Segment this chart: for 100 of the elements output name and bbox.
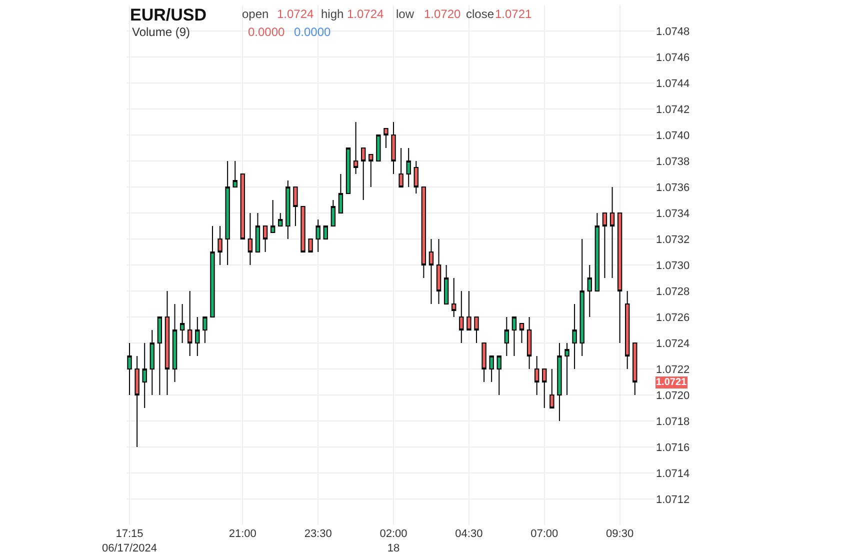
y-tick-label: 1.0718 (656, 416, 690, 428)
annotation: 1.0720 (424, 7, 462, 21)
x-tick-label: 07:00 (530, 528, 558, 540)
annotation: open (242, 7, 269, 21)
candlestick (519, 323, 524, 344)
y-tick-label: 1.0734 (656, 208, 690, 220)
candlestick (188, 290, 192, 356)
candlestick (134, 356, 140, 448)
candlestick (286, 180, 290, 240)
candlestick (157, 316, 162, 396)
candlestick (587, 264, 592, 318)
candlestick (610, 186, 615, 278)
candlestick (391, 122, 396, 174)
annotation: 0.0000 (294, 25, 332, 39)
candlestick (398, 148, 404, 188)
candlestick (338, 174, 344, 214)
annotation: 1.0724 (347, 7, 384, 21)
y-tick-label: 1.0712 (656, 494, 690, 506)
candlestick (594, 212, 600, 292)
annotation: 0.0000 (248, 25, 286, 39)
candlestick (504, 316, 510, 356)
candlestick (542, 368, 547, 408)
candlestick (512, 316, 517, 356)
candlestick (346, 148, 351, 194)
x-tick-label: 04:30 (455, 528, 483, 540)
candlestick (270, 200, 276, 233)
candlestick (406, 148, 411, 188)
y-tick-label: 1.0716 (656, 442, 690, 454)
candlestick (466, 290, 472, 330)
y-tick-label: 1.0732 (656, 234, 690, 246)
candlestick (376, 134, 381, 162)
y-tick-label: 1.0726 (656, 312, 690, 324)
y-tick-label: 1.0724 (656, 338, 690, 350)
y-tick-label: 1.0720 (656, 390, 690, 402)
candlestick (180, 304, 185, 344)
x-tick-label: 02:00 18 (380, 528, 408, 554)
candlestick (210, 226, 215, 318)
candlestick (526, 316, 532, 370)
x-tick-label: 17:15 06/17/2024 (102, 528, 158, 554)
y-tick-label: 1.0738 (656, 156, 690, 168)
candlestick (202, 316, 208, 344)
candlestick (482, 342, 486, 382)
candlestick (308, 238, 313, 252)
candlestick (240, 174, 246, 240)
annotation: low (396, 7, 414, 21)
y-tick-label: 1.0730 (656, 260, 690, 272)
y-tick-label: 1.0744 (656, 78, 690, 90)
candlestick (360, 148, 366, 200)
candlestick (248, 212, 253, 266)
candlestick (580, 238, 584, 356)
candlestick (496, 356, 502, 396)
candlestick (164, 290, 170, 396)
y-tick-label: 1.0722 (656, 364, 690, 376)
y-tick-label: 1.0742 (656, 104, 690, 116)
candlestick (172, 304, 178, 382)
candlestick (225, 160, 230, 266)
y-tick-label: 1.0728 (656, 286, 690, 298)
y-tick-label: 1.0748 (656, 26, 690, 38)
candlestick (142, 342, 147, 408)
candlestick (127, 342, 132, 396)
candlestick (255, 212, 260, 252)
candlestick (632, 342, 638, 396)
candlestick (474, 316, 479, 344)
candlestick (444, 264, 449, 304)
candlestick (564, 342, 570, 396)
candlestick (459, 290, 464, 344)
annotation: Volume (9) (132, 25, 190, 39)
candlestick (489, 356, 494, 382)
candlestick (195, 316, 200, 356)
candlestick (572, 304, 577, 370)
chart-title: EUR/USD (130, 5, 207, 24)
annotation: 1.0724 (277, 7, 314, 21)
candlestick (421, 186, 426, 278)
candlestick (262, 226, 268, 252)
candlestick (602, 212, 608, 278)
candlestick (232, 160, 238, 188)
candlestick (300, 206, 306, 252)
candlestick (323, 226, 328, 240)
candlestick (368, 154, 374, 188)
candlestick (557, 342, 562, 422)
candlestick (534, 356, 540, 396)
candlestick (316, 219, 320, 252)
candlestick (278, 212, 283, 226)
annotation: 1.0721 (495, 7, 532, 21)
candlestick (617, 212, 622, 344)
candlestick (218, 226, 222, 266)
x-tick-label: 09:30 (606, 528, 634, 540)
candlestick (353, 122, 358, 174)
candlestick (330, 200, 336, 226)
annotation: high (321, 7, 344, 21)
candlestick (414, 160, 418, 194)
x-tick-label: 21:00 (228, 528, 256, 540)
annotation: close (466, 7, 494, 21)
candlestick (550, 368, 554, 408)
candlestick (624, 290, 630, 370)
candlestick (436, 238, 442, 304)
y-tick-label: 1.0746 (656, 52, 690, 64)
x-tick-label: 23:30 (304, 528, 332, 540)
y-tick-label: 1.0740 (656, 130, 690, 142)
y-tick-label: 1.0736 (656, 182, 690, 194)
